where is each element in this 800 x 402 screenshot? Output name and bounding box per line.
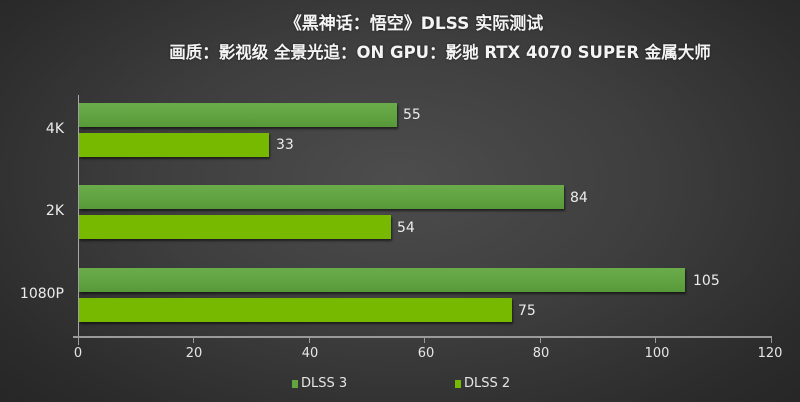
value-label: 84 xyxy=(570,190,588,206)
axis-tick xyxy=(655,336,656,343)
axis-tick xyxy=(424,336,425,343)
legend-label: DLSS 2 xyxy=(464,376,511,391)
bar-4k-dlss3 xyxy=(79,103,397,127)
bar-2k-dlss3 xyxy=(79,185,564,209)
bar-1080p-dlss3 xyxy=(79,268,685,292)
category-label-1080p: 1080P xyxy=(19,286,64,302)
legend-swatch-icon xyxy=(455,379,461,388)
bar-2k-dlss2 xyxy=(79,215,391,239)
chart-subtitle: 画质：影视级 全景光追：ON GPU：影驰 RTX 4070 SUPER 金属大… xyxy=(169,43,711,62)
category-label-2k: 2K xyxy=(45,203,64,219)
category-label-4k: 4K xyxy=(45,121,64,137)
value-label: 105 xyxy=(693,273,720,289)
tick-label: 40 xyxy=(301,346,319,361)
axis-tick xyxy=(540,336,541,343)
value-axis-line xyxy=(73,336,771,338)
value-label: 75 xyxy=(518,303,536,319)
chart-title: 《黑神话：悟空》DLSS 实际测试 xyxy=(284,14,544,34)
legend-label: DLSS 3 xyxy=(301,376,348,391)
bar-1080p-dlss2 xyxy=(79,298,512,322)
tick-label: 0 xyxy=(73,346,83,361)
axis-tick xyxy=(193,336,194,343)
value-label: 54 xyxy=(397,220,415,236)
value-label: 55 xyxy=(403,107,421,123)
legend-item-dlss3: DLSS 3 xyxy=(292,376,347,391)
legend-swatch-icon xyxy=(292,379,298,388)
tick-label: 100 xyxy=(644,346,670,361)
axis-tick xyxy=(78,336,79,343)
axis-tick xyxy=(309,336,310,343)
category-axis-line xyxy=(78,95,79,345)
tick-label: 80 xyxy=(532,346,550,361)
tick-label: 60 xyxy=(417,346,435,361)
axis-tick xyxy=(771,336,772,343)
tick-label: 20 xyxy=(185,346,203,361)
tick-label: 120 xyxy=(757,346,783,361)
bar-4k-dlss2 xyxy=(79,133,269,157)
legend-item-dlss2: DLSS 2 xyxy=(455,376,510,391)
value-label: 33 xyxy=(276,137,294,153)
